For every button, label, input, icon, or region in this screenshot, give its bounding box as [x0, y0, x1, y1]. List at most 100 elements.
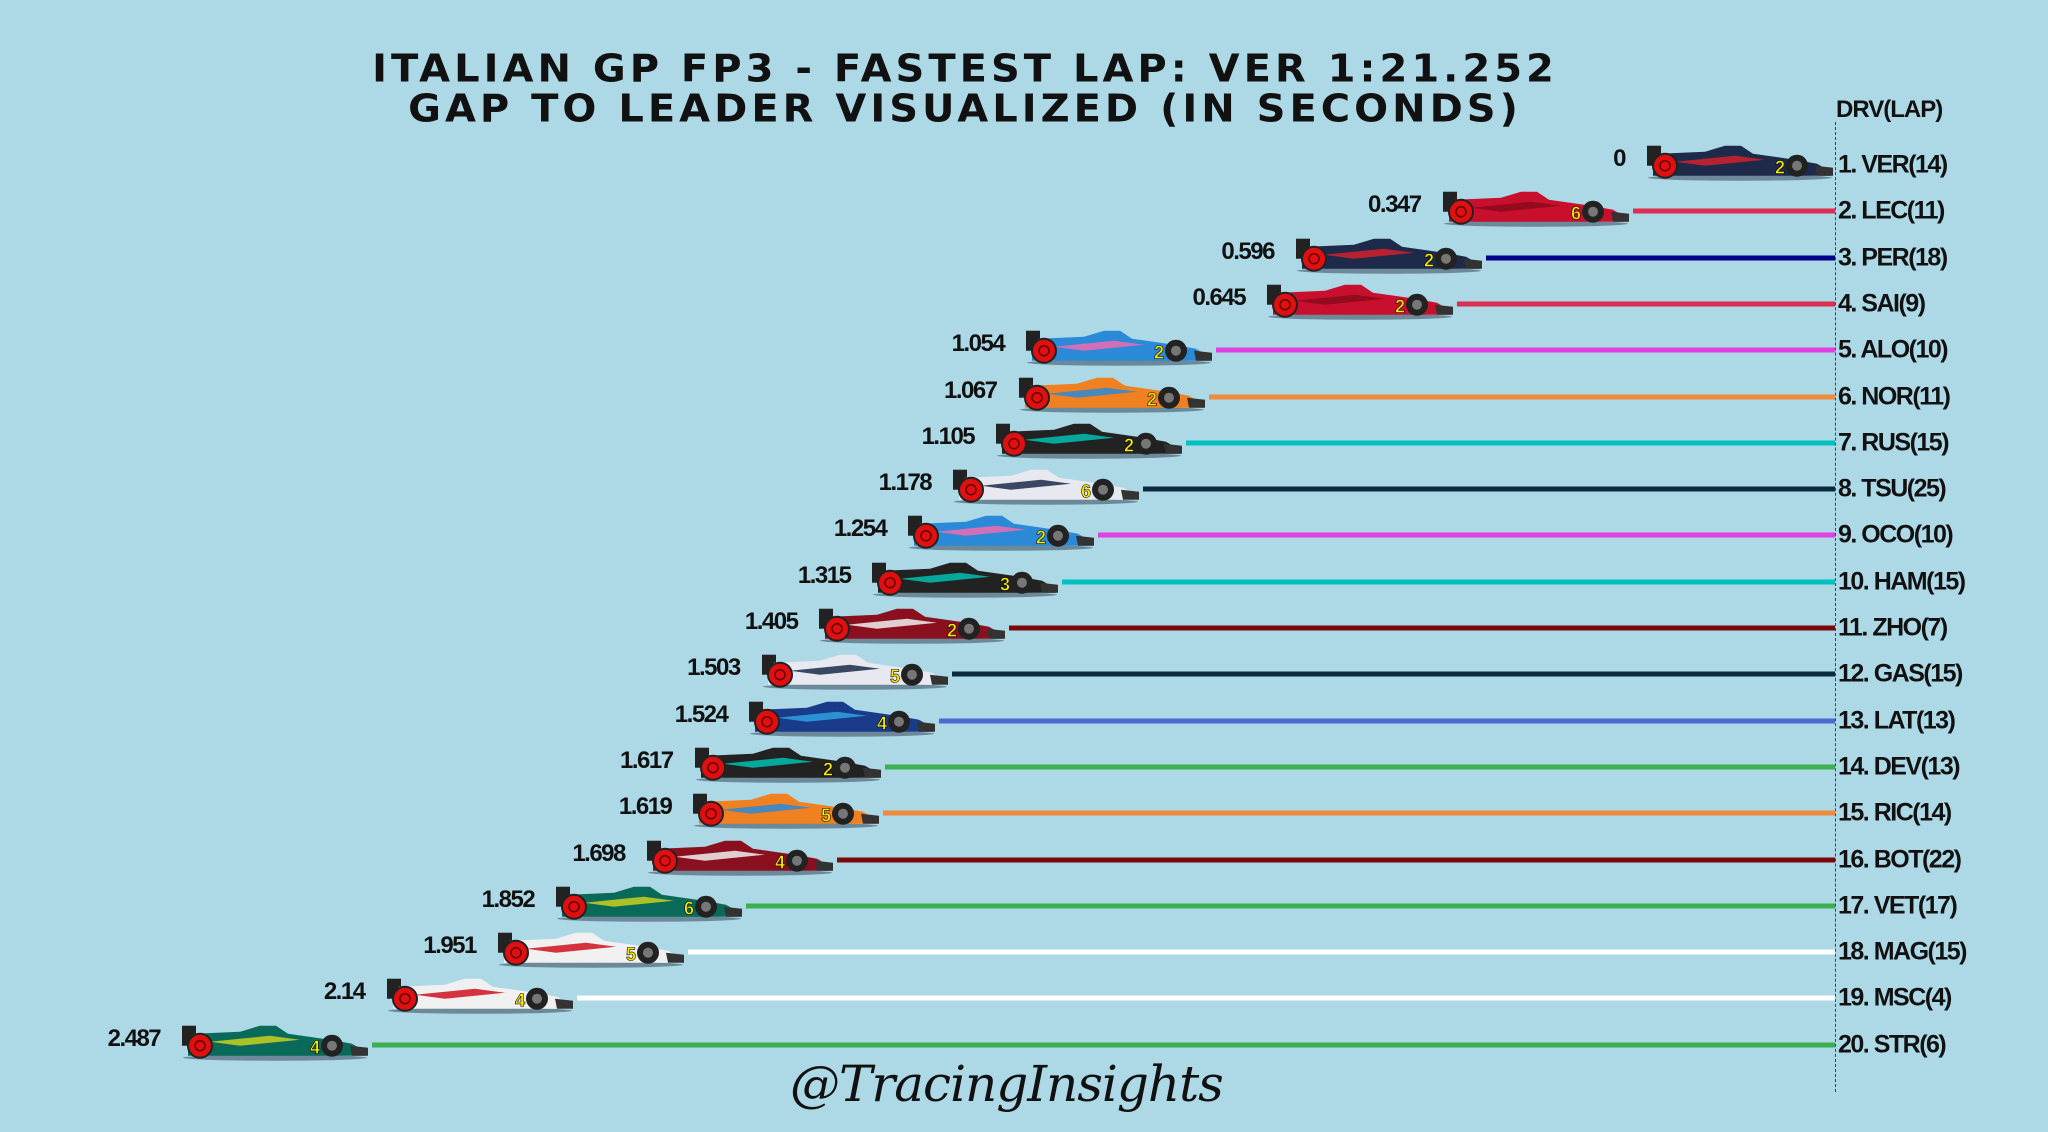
driver-label: 11. ZHO(7)	[1838, 613, 1948, 642]
gap-line	[1186, 440, 1835, 446]
watermark: @TracingInsights	[790, 1055, 1224, 1113]
tyre-age-label: 5	[821, 806, 831, 826]
driver-label: 6. NOR(11)	[1838, 382, 1951, 410]
column-header: DRV(LAP)	[1836, 96, 1943, 123]
gap-value-label: 1.054	[951, 330, 1006, 358]
car-icon: 4	[386, 979, 573, 1015]
gap-value-label: 0.347	[1368, 191, 1422, 219]
gap-line	[372, 1042, 1835, 1048]
gap-line	[1457, 301, 1835, 307]
tyre-age-label: 6	[1571, 204, 1581, 224]
gap-line	[951, 671, 1835, 677]
driver-label: 5. ALO(10)	[1838, 335, 1949, 364]
car-icon: 3	[872, 562, 1059, 598]
driver-label: 10. HAM(15)	[1838, 567, 1966, 596]
chart-title-line2: Gap to Leader Visualized (in seconds)	[408, 87, 1522, 131]
driver-label: 17. VET(17)	[1838, 891, 1958, 920]
gap-line	[883, 810, 1835, 816]
gap-line	[1485, 255, 1835, 261]
tyre-age-label: 2	[1036, 528, 1046, 548]
gap-value-label: 1.315	[797, 561, 852, 589]
driver-label: 8. TSU(25)	[1838, 474, 1947, 503]
gap-line	[836, 857, 1835, 862]
driver-label: 13. LAT(13)	[1838, 706, 1956, 735]
gap-value-label: 1.617	[620, 746, 674, 774]
tyre-age-label: 2	[823, 760, 833, 780]
tyre-age-label: 3	[1000, 574, 1010, 594]
gap-line	[576, 995, 1835, 1001]
car-icon: 6	[953, 469, 1140, 505]
gap-value-label: 2.487	[107, 1024, 162, 1052]
tyre-age-label: 4	[775, 852, 785, 872]
car-icon: 2	[996, 423, 1183, 459]
gap-value-label: 1.951	[423, 932, 477, 960]
gap-line	[1143, 486, 1835, 492]
gap-value-label: 0.596	[1221, 237, 1275, 265]
car-icon: 4	[182, 1025, 369, 1061]
gap-value-label: 0.645	[1192, 283, 1247, 311]
tyre-age-label: 2	[1775, 158, 1785, 178]
gap-line	[1208, 394, 1835, 399]
driver-label: 12. GAS(15)	[1838, 659, 1963, 688]
gap-value-label: 1.254	[833, 515, 888, 543]
car-icon: 4	[646, 840, 833, 876]
gap-line	[746, 903, 1835, 909]
gap-value-label: 1.405	[744, 608, 799, 635]
tyre-age-label: 2	[1154, 343, 1164, 363]
gap-value-label: 0	[1613, 145, 1626, 172]
tyre-age-label: 4	[515, 991, 525, 1011]
tyre-age-label: 4	[877, 713, 887, 733]
finish-axis-line	[1835, 122, 1836, 1092]
car-icon: 5	[761, 655, 948, 691]
gap-line	[884, 764, 1835, 770]
car-icon: 2	[1267, 284, 1454, 320]
car-icon: 2	[908, 516, 1095, 552]
driver-label: 20. STR(6)	[1838, 1030, 1947, 1059]
car-icon: 2	[1026, 330, 1213, 366]
driver-label: 19. MSC(4)	[1838, 983, 1952, 1012]
gap-line	[1632, 208, 1835, 214]
driver-label: 2. LEC(11)	[1838, 196, 1945, 225]
driver-label: 7. RUS(15)	[1838, 428, 1950, 457]
car-icon: 6	[1442, 192, 1629, 228]
driver-label: 18. MAG(15)	[1838, 937, 1967, 966]
tyre-age-label: 2	[1124, 436, 1134, 456]
tyre-age-label: 6	[1081, 482, 1091, 502]
gap-value-label: 1.067	[943, 376, 998, 404]
gap-line	[939, 718, 1835, 724]
gap-value-label: 1.105	[921, 422, 976, 450]
car-icon: 4	[749, 701, 936, 737]
driver-label: 14. DEV(13)	[1838, 752, 1961, 781]
chart-title-line1: Italian GP FP3 - Fastest Lap: VER 1:21.2…	[372, 47, 1558, 91]
driver-label: 9. OCO(10)	[1838, 520, 1954, 549]
driver-label: 16. BOT(22)	[1838, 845, 1962, 873]
car-icon: 5	[497, 932, 684, 968]
gap-value-label: 1.178	[878, 469, 933, 497]
car-icon: 5	[693, 793, 880, 829]
driver-label: 1. VER(14)	[1838, 150, 1948, 179]
car-icon: 2	[1018, 377, 1205, 413]
gap-line	[1098, 532, 1835, 538]
car-icon: 6	[556, 886, 743, 922]
gap-value-label: 1.619	[618, 793, 673, 821]
gap-value-label: 1.524	[674, 700, 729, 728]
driver-label: 4. SAI(9)	[1838, 289, 1926, 318]
gap-value-label: 1.698	[572, 839, 626, 867]
gap-line	[1216, 347, 1835, 353]
tyre-age-label: 4	[310, 1037, 320, 1057]
tyre-age-label: 2	[1395, 297, 1405, 317]
gap-line	[1009, 625, 1835, 631]
gap-value-label: 1.503	[687, 654, 741, 682]
gap-value-label: 1.852	[481, 885, 536, 913]
car-icon: 2	[819, 608, 1006, 644]
gap-line	[1062, 579, 1835, 585]
tyre-age-label: 2	[947, 621, 957, 641]
gap-line	[687, 949, 1835, 955]
tyre-age-label: 5	[626, 945, 636, 965]
car-icon: 2	[694, 747, 881, 783]
driver-label: 3. PER(18)	[1838, 243, 1948, 272]
tyre-age-label: 6	[684, 899, 694, 919]
car-icon: 2	[1295, 238, 1482, 274]
car-icon: 2	[1647, 145, 1833, 181]
